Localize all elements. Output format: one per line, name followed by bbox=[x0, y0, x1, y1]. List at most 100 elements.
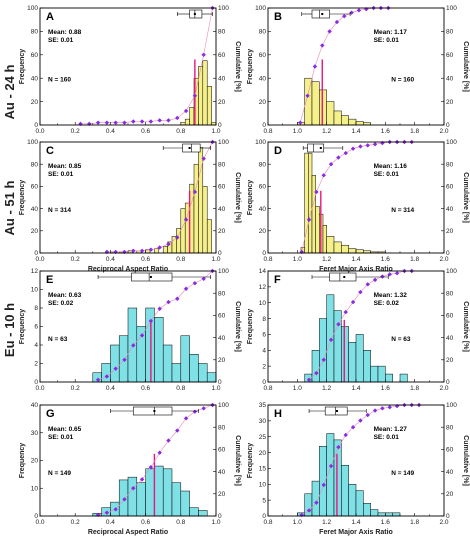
cumulative-point bbox=[387, 272, 392, 277]
y-tick-label: 60 bbox=[259, 184, 267, 191]
y-tick-label: 0 bbox=[34, 250, 38, 257]
y-axis-title: Frequency bbox=[19, 443, 26, 479]
histogram-bar bbox=[319, 89, 327, 126]
box-plot bbox=[301, 9, 351, 19]
y2-axis: 0 20 40 60 80 100 bbox=[213, 5, 229, 129]
y2-tick-label: 20 bbox=[218, 491, 226, 498]
y2-tick-label: 40 bbox=[218, 206, 226, 213]
cumulative-point bbox=[321, 357, 326, 362]
y-tick-label: 30 bbox=[259, 418, 267, 425]
histogram-bar bbox=[162, 246, 168, 254]
cumulative-point bbox=[328, 337, 334, 343]
panel-letter: E bbox=[46, 274, 53, 286]
histogram-bar bbox=[355, 334, 364, 383]
y2-tick-label: 80 bbox=[446, 424, 454, 431]
x-tick-label: 2.0 bbox=[439, 128, 448, 135]
cumulative-point bbox=[320, 43, 325, 48]
cumulative-point bbox=[122, 120, 127, 125]
y-tick-label: 80 bbox=[31, 29, 39, 36]
cumulative-point bbox=[365, 412, 370, 418]
histogram-bar bbox=[341, 465, 349, 517]
cumulative-point bbox=[350, 299, 356, 305]
y2-tick-label: 20 bbox=[446, 491, 454, 498]
x-tick-label: 0.8 bbox=[263, 256, 272, 263]
y2-tick-label: 40 bbox=[218, 335, 226, 342]
x-tick-label: 0.8 bbox=[176, 256, 185, 263]
cumulative-point bbox=[157, 306, 162, 311]
x-tick-label: 1.4 bbox=[351, 519, 360, 526]
y2-tick-label: 20 bbox=[218, 99, 226, 106]
y2-axis-title: Cumulative [%] bbox=[234, 172, 241, 223]
cumulative-point bbox=[394, 271, 400, 276]
histogram-bar bbox=[385, 512, 393, 517]
y-tick-label: 60 bbox=[31, 184, 39, 191]
histogram-bar bbox=[110, 344, 120, 383]
y-tick-label: 20 bbox=[31, 99, 39, 106]
histogram-bar bbox=[333, 110, 342, 126]
box-mean-marker bbox=[193, 13, 196, 15]
box-iqr bbox=[329, 272, 357, 282]
y-axis: 0 20 40 60 80 100 bbox=[255, 139, 271, 257]
histogram-bar bbox=[399, 373, 408, 383]
y2-tick-label: 60 bbox=[218, 447, 226, 454]
y-axis: 0 5 10 15 20 25 30 35 bbox=[259, 402, 271, 520]
y-axis-title: Frequency bbox=[19, 49, 26, 85]
y2-tick-label: 40 bbox=[446, 469, 454, 476]
histogram-bars bbox=[92, 307, 217, 383]
y2-tick-label: 40 bbox=[446, 75, 454, 82]
x-tick-label: 0.8 bbox=[176, 519, 185, 526]
n-label: N = 314 bbox=[48, 207, 71, 214]
cumulative-point bbox=[328, 162, 334, 167]
n-label: N = 160 bbox=[391, 77, 414, 84]
y2-tick-label: 20 bbox=[446, 357, 454, 364]
cumulative-point bbox=[131, 248, 136, 253]
y2-axis-title: Cumulative [%] bbox=[234, 435, 241, 486]
plot-frame bbox=[267, 7, 445, 126]
panel-c: 0.0 0.2 0.4 0.6 0.8 1.00204060801000204060801… bbox=[19, 139, 241, 273]
x-tick-label: 0.8 bbox=[263, 519, 272, 526]
x-axis: 0.8 1.0 1.2 1.4 1.6 1.8 2.0 bbox=[263, 513, 449, 526]
histogram-bar bbox=[392, 512, 401, 517]
cumulative-point bbox=[192, 409, 198, 414]
histogram-bar bbox=[189, 354, 199, 383]
row-label-au-24h: Au - 24 h bbox=[2, 64, 17, 119]
y2-tick-label: 20 bbox=[218, 357, 226, 364]
histogram-bar bbox=[304, 152, 309, 254]
cumulative-point bbox=[148, 119, 154, 124]
y-tick-label: 0 bbox=[262, 122, 266, 129]
cumulative-point bbox=[192, 281, 198, 286]
y2-axis: 0 20 40 60 80 100 bbox=[441, 5, 457, 129]
cumulative-point bbox=[305, 93, 310, 98]
y2-axis-title: Cumulative [%] bbox=[462, 301, 469, 352]
box-iqr bbox=[132, 406, 173, 416]
cumulative-point bbox=[175, 428, 180, 433]
se-label: SE: 0.02 bbox=[48, 300, 74, 307]
x-tick-label: 1.0 bbox=[211, 519, 220, 526]
y-tick-label: 20 bbox=[259, 99, 267, 106]
y2-tick-label: 40 bbox=[218, 75, 226, 82]
mean-label: Mean: 0.88 bbox=[48, 29, 82, 36]
panel-b: 0.8 1.0 1.2 1.4 1.6 1.8 2.00204060801000204060… bbox=[247, 5, 469, 135]
histogram-bar bbox=[145, 307, 155, 383]
y-axis-title: Frequency bbox=[247, 443, 254, 479]
box-plot bbox=[176, 9, 213, 19]
y-tick-label: 20 bbox=[259, 450, 267, 457]
y2-axis: 0 20 40 60 80 100 bbox=[441, 139, 457, 257]
y-tick-label: 25 bbox=[259, 434, 267, 441]
histogram-bar bbox=[311, 81, 320, 126]
y-tick-label: 100 bbox=[255, 5, 266, 12]
histogram-bar bbox=[348, 248, 357, 254]
y2-tick-label: 0 bbox=[218, 513, 222, 520]
y-tick-label: 100 bbox=[27, 5, 38, 12]
panel-letter: H bbox=[274, 408, 282, 420]
y2-axis-title: Cumulative [%] bbox=[234, 301, 241, 352]
x-tick-label: 0.6 bbox=[141, 256, 150, 263]
x-tick-label: 1.2 bbox=[322, 256, 331, 263]
n-label: N = 160 bbox=[48, 77, 71, 84]
mean-label: Mean: 0.85 bbox=[48, 163, 82, 170]
histogram-bar bbox=[348, 118, 357, 126]
panel-e: 0.0 0.2 0.4 0.6 0.8 1.0024681012020406080100F… bbox=[19, 268, 241, 392]
x-tick-label: 1.2 bbox=[322, 128, 331, 135]
x-tick-label: 0.2 bbox=[71, 128, 80, 135]
